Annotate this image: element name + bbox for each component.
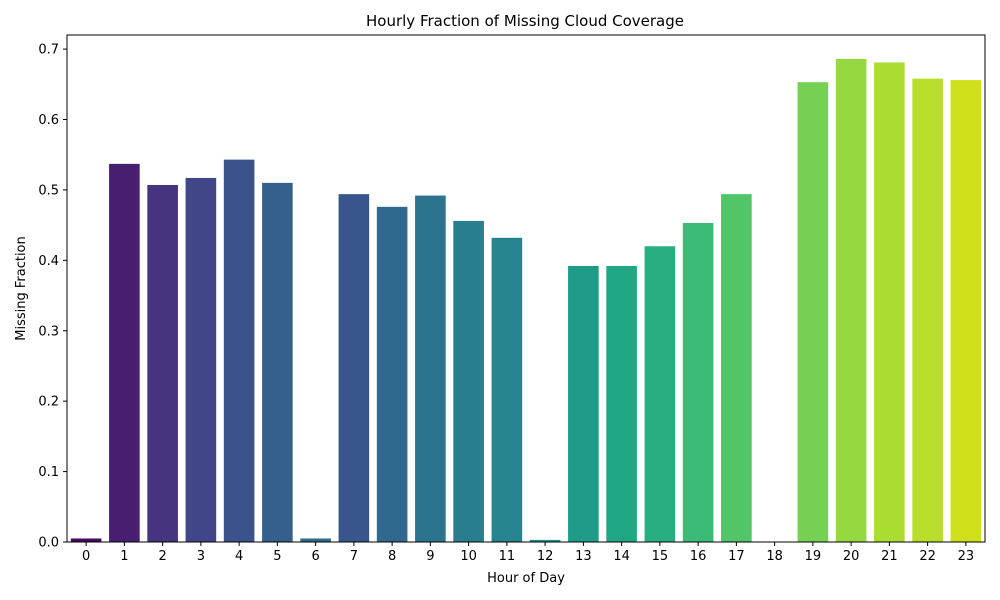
x-tick-label: 5 [273, 549, 281, 564]
bar-hour-16 [682, 223, 714, 542]
x-tick-label: 6 [311, 549, 319, 564]
plot-frame [66, 34, 986, 543]
x-tick-label: 22 [919, 549, 936, 564]
bar-hour-2 [147, 184, 178, 543]
x-tick-label: 20 [843, 549, 860, 564]
x-tick-label: 11 [499, 549, 516, 564]
x-tick-label: 7 [350, 549, 358, 564]
bar-hour-5 [262, 182, 293, 542]
y-tick-label: 0.4 [38, 254, 59, 269]
y-tick-label: 0.0 [38, 536, 59, 551]
y-axis-label: Missing Fraction [14, 236, 29, 341]
bar-hour-22 [912, 78, 943, 543]
y-axis-ticks: 0.0 0.1 0.2 0.3 0.4 0.5 0.6 0.7 [38, 43, 67, 551]
y-tick-label: 0.1 [38, 465, 59, 480]
bar-hour-15 [644, 246, 676, 542]
bar-hour-13 [568, 265, 599, 542]
chart-title: Hourly Fraction of Missing Cloud Coverag… [366, 12, 684, 30]
y-tick-label: 0.7 [38, 43, 59, 58]
bar-hour-3 [185, 177, 217, 542]
x-tick-label: 1 [120, 549, 128, 564]
bar-hour-7 [338, 194, 370, 542]
bar-hour-21 [874, 62, 905, 543]
x-tick-label: 14 [613, 549, 630, 564]
bar-hour-20 [835, 58, 867, 543]
x-tick-label: 19 [805, 549, 822, 564]
bar-hour-6 [300, 538, 331, 542]
bar-hour-8 [376, 206, 408, 543]
x-tick-label: 17 [728, 549, 745, 564]
bar-hour-1 [109, 163, 140, 543]
x-tick-label: 21 [881, 549, 898, 564]
bar-hour-19 [797, 82, 829, 542]
x-tick-label: 4 [235, 549, 243, 564]
x-axis-ticks: 0 1 2 3 4 5 6 7 8 9 10 11 12 13 14 15 16 17 18 19 20 21 22 23 [82, 542, 974, 564]
y-tick-label: 0.5 [38, 183, 59, 198]
bar-hour-17 [721, 194, 752, 542]
bar-hour-12 [529, 539, 561, 542]
x-tick-label: 16 [690, 549, 707, 564]
x-tick-label: 2 [158, 549, 166, 564]
bar-hour-14 [606, 265, 637, 542]
x-tick-label: 18 [766, 549, 783, 564]
x-tick-label: 0 [82, 549, 90, 564]
x-tick-label: 23 [958, 549, 975, 564]
bar-hour-23 [950, 80, 982, 543]
bar-hour-11 [491, 237, 523, 543]
x-tick-label: 12 [537, 549, 554, 564]
x-tick-label: 13 [575, 549, 592, 564]
x-tick-label: 10 [460, 549, 477, 564]
x-tick-label: 9 [426, 549, 434, 564]
bars-group [70, 58, 982, 543]
x-tick-label: 3 [197, 549, 205, 564]
bar-hour-10 [453, 220, 484, 542]
x-axis-label: Hour of Day [487, 571, 565, 586]
y-tick-label: 0.3 [38, 324, 59, 339]
x-tick-label: 8 [388, 549, 396, 564]
y-tick-label: 0.2 [38, 395, 59, 410]
x-tick-label: 15 [652, 549, 669, 564]
bar-hour-4 [223, 159, 255, 542]
bar-hour-9 [415, 195, 446, 543]
y-tick-label: 0.6 [38, 113, 59, 128]
bar-hour-0 [70, 538, 102, 542]
